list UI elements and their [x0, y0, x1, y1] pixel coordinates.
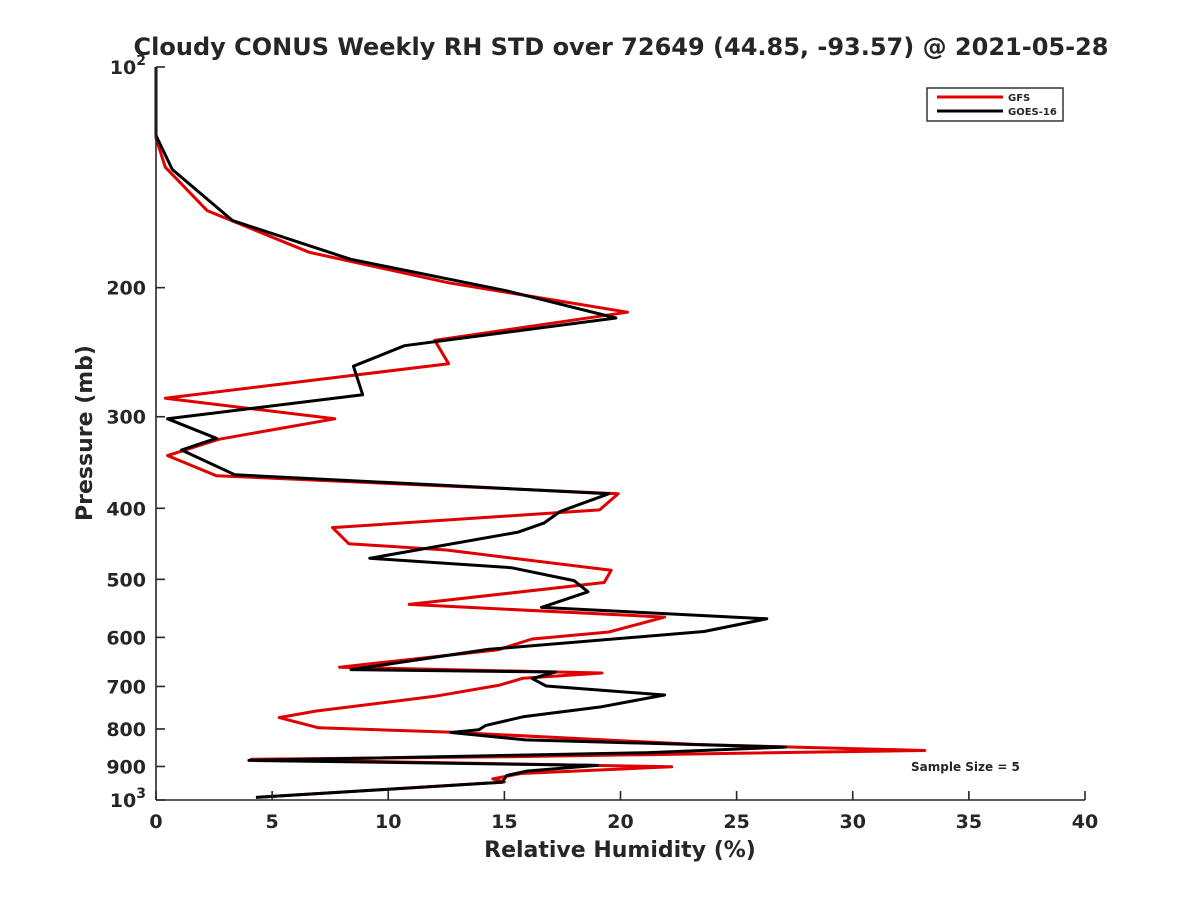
y-tick-label: 400: [106, 498, 146, 520]
series-line-goes-16: [154, 67, 787, 799]
series-line-gfs: [154, 67, 927, 799]
y-tick-label: 103: [110, 786, 146, 812]
y-tick-label: 600: [106, 627, 146, 649]
x-tick-label: 20: [607, 811, 633, 833]
y-tick-label: 700: [106, 676, 146, 698]
series-lines: [154, 67, 927, 799]
y-tick-label: 500: [106, 569, 146, 591]
x-tick-label: 35: [956, 811, 982, 833]
x-tick-label: 40: [1072, 811, 1098, 833]
y-tick-label: 200: [106, 278, 146, 300]
legend: GFS GOES-16: [926, 87, 1064, 122]
y-axis-label: Pressure (mb): [73, 345, 98, 521]
chart-title: Cloudy CONUS Weekly RH STD over 72649 (4…: [134, 33, 1109, 61]
y-ticks: 102 200 300 400 500 600 700 800 900 103: [106, 53, 165, 812]
legend-label-goes-16: GOES-16: [1008, 107, 1057, 118]
x-tick-label: 30: [840, 811, 866, 833]
sample-size-annotation: Sample Size = 5: [911, 760, 1020, 774]
x-tick-label: 25: [723, 811, 749, 833]
y-tick-label: 300: [106, 407, 146, 429]
y-tick-label: 800: [106, 719, 146, 741]
legend-label-gfs: GFS: [1008, 93, 1030, 104]
x-tick-label: 10: [375, 811, 401, 833]
x-ticks: 0 5 10 15 20 25 30 35 40: [149, 791, 1098, 833]
x-tick-label: 15: [491, 811, 517, 833]
x-tick-label: 0: [149, 811, 162, 833]
x-tick-label: 5: [266, 811, 279, 833]
y-tick-label: 102: [110, 53, 146, 79]
legend-box: [926, 87, 1064, 122]
y-tick-label: 900: [106, 756, 146, 778]
x-axis-label: Relative Humidity (%): [484, 838, 756, 863]
